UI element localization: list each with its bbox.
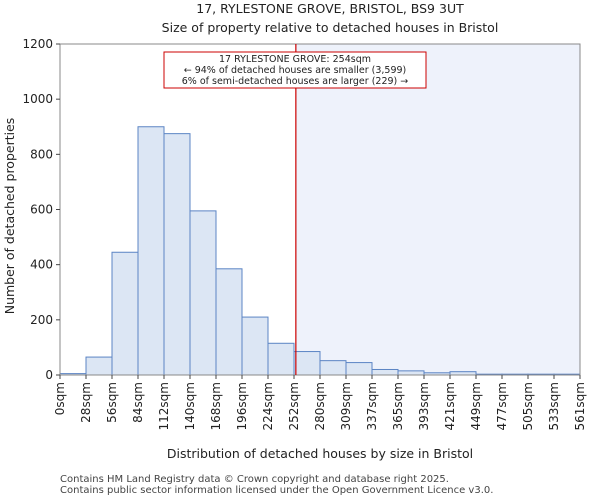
bar-309sqm [345,362,373,376]
x-tick-label: 112sqm [157,382,171,430]
y-axis-ticks: 0 200 400 600 800 1000 1200 [22,37,60,382]
x-tick-label: 505sqm [521,382,535,430]
y-tick-label: 1200 [22,37,53,51]
x-tick-label: 84sqm [131,382,145,423]
x-tick-label: 561sqm [573,382,587,430]
bar-252sqm [293,351,321,376]
annotation-box: 17 RYLESTONE GROVE: 254sqm ← 94% of deta… [163,51,427,89]
x-tick-label: 365sqm [391,382,405,430]
footer-copyright: Contains HM Land Registry data © Crown c… [60,474,449,485]
y-tick-label: 600 [30,203,53,217]
x-tick-label: 224sqm [261,382,275,430]
bars-group [59,126,581,376]
x-tick-label: 309sqm [339,382,353,430]
x-tick-label: 337sqm [365,382,379,430]
annotation-line-3: 6% of semi-detached houses are larger (2… [182,76,409,87]
bar-56sqm [111,251,139,376]
annotation-line-1: 17 RYLESTONE GROVE: 254sqm [219,54,371,65]
x-tick-label: 28sqm [79,382,93,423]
annotation-frame [163,51,427,89]
bar-280sqm [319,360,347,376]
footer-licence: Contains public sector information licen… [60,485,494,496]
x-tick-label: 421sqm [443,382,457,430]
x-axis-ticks: 0sqm 28sqm 56sqm 84sqm 112sqm 140sqm 168sqm 196… [53,375,587,430]
x-tick-label: 477sqm [495,382,509,430]
x-tick-label: 252sqm [287,382,301,430]
annotation-line-2: ← 94% of detached houses are smaller (3,… [184,65,407,76]
bar-337sqm [371,368,399,376]
x-tick-label: 56sqm [105,382,119,423]
bar-28sqm [85,356,113,376]
x-tick-label: 533sqm [547,382,561,430]
y-axis-label: Number of detached properties [2,118,17,315]
y-tick-label: 1000 [22,92,53,106]
bar-365sqm [397,370,425,376]
y-tick-label: 0 [45,368,53,382]
bar-196sqm [241,316,269,376]
chart-title: 17, RYLESTONE GROVE, BRISTOL, BS9 3UT [196,1,464,16]
y-tick-label: 400 [30,258,53,272]
bar-224sqm [267,342,295,376]
bar-140sqm [189,210,217,376]
x-tick-label: 280sqm [313,382,327,430]
bar-84sqm [137,126,165,376]
bar-168sqm [215,268,243,376]
y-tick-label: 200 [30,313,53,327]
x-tick-label: 393sqm [417,382,431,430]
x-axis-label: Distribution of detached houses by size … [167,446,473,461]
x-tick-label: 196sqm [235,382,249,430]
larger-region-shading [295,44,580,375]
x-tick-label: 140sqm [183,382,197,430]
chart-subtitle: Size of property relative to detached ho… [162,20,499,35]
x-tick-label: 0sqm [53,382,67,415]
y-tick-label: 800 [30,147,53,161]
x-tick-label: 168sqm [209,382,223,430]
x-tick-label: 449sqm [469,382,483,430]
bar-112sqm [163,133,191,376]
